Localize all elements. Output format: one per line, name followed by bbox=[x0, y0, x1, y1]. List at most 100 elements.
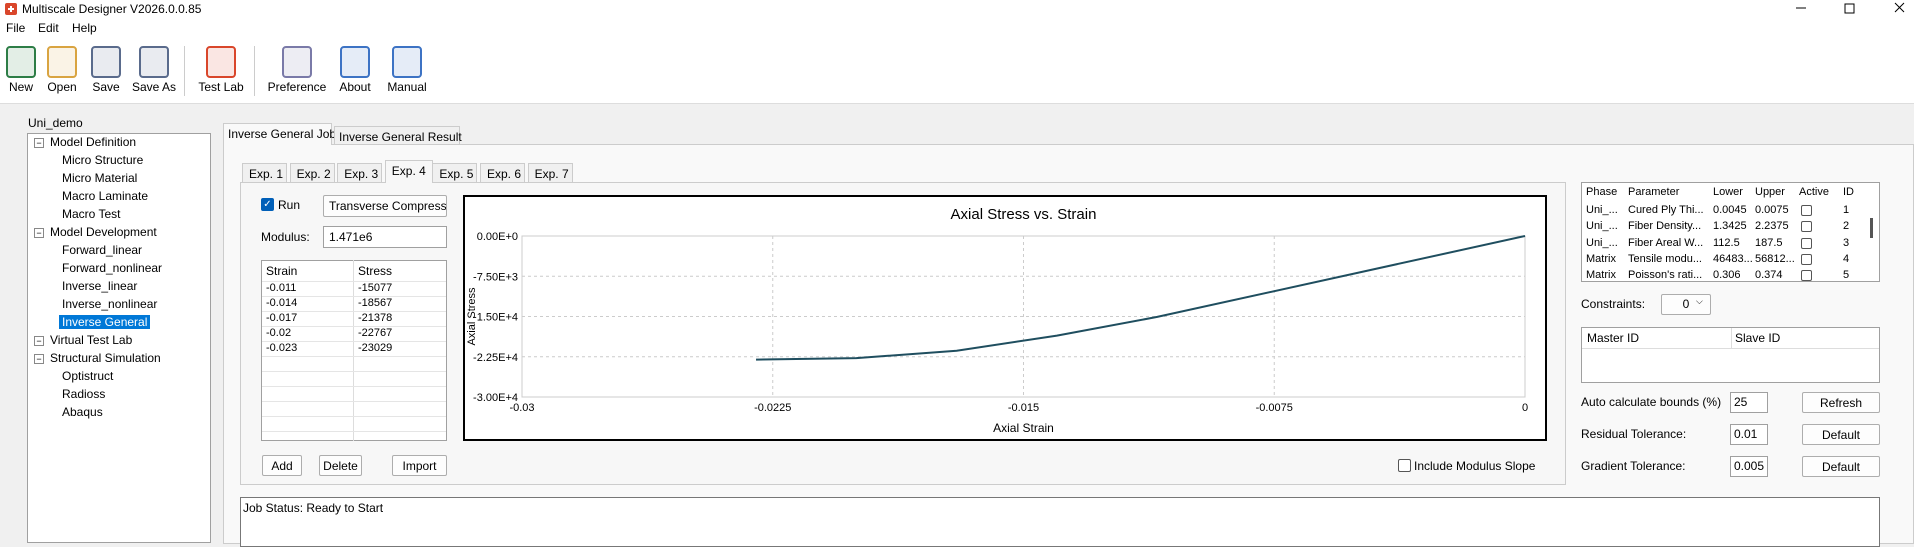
toolbar-label[interactable]: Save bbox=[92, 80, 120, 94]
param-cell[interactable]: 1.3425 bbox=[1713, 220, 1747, 233]
param-cell[interactable]: Poisson's rati... bbox=[1628, 269, 1703, 282]
param-cell[interactable]: Fiber Density... bbox=[1628, 220, 1702, 233]
param-cell[interactable]: 4 bbox=[1843, 252, 1850, 265]
param-cell[interactable]: 112.5 bbox=[1713, 236, 1740, 249]
toolbar-label[interactable]: New bbox=[8, 80, 33, 94]
window-controls[interactable] bbox=[1790, 0, 1914, 18]
param-cell[interactable]: 2.2375 bbox=[1755, 220, 1789, 233]
setting-button[interactable]: Default bbox=[1802, 424, 1880, 445]
data-table-cell[interactable]: -0.023 bbox=[266, 342, 298, 354]
tree-expander[interactable]: − bbox=[34, 354, 44, 364]
job-tab[interactable]: Inverse General Job bbox=[223, 123, 336, 145]
toolbar-icon[interactable] bbox=[282, 46, 312, 78]
tree-item[interactable]: Forward_linear bbox=[62, 243, 143, 257]
param-active[interactable] bbox=[1801, 237, 1812, 249]
toolbar-label[interactable]: Test Lab bbox=[198, 80, 244, 94]
button[interactable]: Add bbox=[262, 455, 302, 476]
param-cell[interactable]: Matrix bbox=[1586, 252, 1616, 265]
param-cell[interactable]: Uni_... bbox=[1586, 220, 1618, 233]
tree-group[interactable]: Structural Simulation bbox=[50, 351, 161, 365]
data-table-cell[interactable]: -23029 bbox=[358, 342, 393, 354]
toolbar-icon[interactable] bbox=[6, 46, 36, 78]
param-cell[interactable]: 3 bbox=[1843, 236, 1850, 249]
toolbar-label[interactable]: About bbox=[339, 80, 371, 94]
param-cell[interactable]: 187.5 bbox=[1755, 236, 1783, 249]
menu-item[interactable]: File bbox=[6, 21, 26, 35]
data-table-cell[interactable]: -0.011 bbox=[266, 282, 297, 294]
tree-group[interactable]: Model Definition bbox=[50, 135, 137, 149]
toolbar-label[interactable]: Preference bbox=[267, 80, 327, 94]
exp-tab[interactable]: Exp. 6 bbox=[480, 163, 525, 182]
param-active[interactable] bbox=[1801, 270, 1812, 282]
tree-expander[interactable]: − bbox=[34, 228, 44, 238]
param-active[interactable] bbox=[1801, 205, 1812, 216]
tree-item[interactable]: Macro Test bbox=[62, 207, 121, 221]
tree-item[interactable]: Inverse_nonlinear bbox=[62, 297, 158, 311]
exp-tab[interactable]: Exp. 1 bbox=[242, 163, 287, 182]
data-table-cell[interactable]: -15077 bbox=[358, 282, 393, 294]
tree-group[interactable]: Model Development bbox=[50, 225, 157, 239]
setting-input[interactable]: 0.01 bbox=[1730, 424, 1768, 445]
param-cell[interactable]: 46483... bbox=[1713, 252, 1753, 265]
toolbar-label[interactable]: Save As bbox=[131, 80, 177, 94]
toolbar-icon[interactable] bbox=[340, 46, 370, 78]
data-table-cell[interactable]: -22767 bbox=[358, 327, 393, 339]
toolbar-label[interactable]: Open bbox=[47, 80, 77, 94]
tree-group[interactable]: Virtual Test Lab bbox=[50, 333, 133, 347]
param-cell[interactable]: Uni_... bbox=[1586, 204, 1618, 216]
run-checkbox[interactable]: ✓ bbox=[261, 198, 274, 211]
tree-item[interactable]: Macro Laminate bbox=[62, 189, 149, 203]
data-table-cell[interactable]: -0.017 bbox=[266, 312, 298, 324]
tree-item[interactable]: Forward_nonlinear bbox=[62, 261, 163, 275]
toolbar-icon[interactable] bbox=[47, 46, 77, 78]
data-table-cell[interactable]: -0.014 bbox=[266, 297, 298, 309]
toolbar-icon[interactable] bbox=[139, 46, 169, 78]
toolbar-icon[interactable] bbox=[392, 46, 422, 78]
button[interactable]: Delete bbox=[319, 455, 362, 476]
toolbar-label[interactable]: Manual bbox=[387, 80, 427, 94]
setting-button[interactable]: Default bbox=[1802, 456, 1880, 477]
data-table-cell[interactable]: -21378 bbox=[358, 312, 393, 324]
toolbar-icon[interactable] bbox=[91, 46, 121, 78]
param-active[interactable] bbox=[1801, 221, 1812, 233]
menu-item[interactable]: Help bbox=[72, 21, 97, 35]
param-cell[interactable]: Cured Ply Thi... bbox=[1628, 204, 1704, 216]
tree-expander[interactable]: − bbox=[34, 336, 44, 346]
tree-expander[interactable]: − bbox=[34, 138, 44, 148]
setting-input[interactable]: 0.005 bbox=[1730, 456, 1768, 477]
setting-button[interactable]: Refresh bbox=[1802, 392, 1880, 413]
param-cell[interactable]: 0.0075 bbox=[1755, 204, 1789, 216]
setting-input[interactable]: 25 bbox=[1730, 392, 1768, 413]
param-cell[interactable]: Matrix bbox=[1586, 269, 1616, 282]
modulus-slope-label[interactable]: Include Modulus Slope bbox=[1414, 459, 1536, 473]
tree-item[interactable]: Inverse General bbox=[59, 315, 151, 329]
modulus-slope-checkbox[interactable] bbox=[1398, 459, 1411, 472]
param-cell[interactable]: Tensile modu... bbox=[1628, 252, 1702, 265]
tree-item[interactable]: Abaqus bbox=[62, 405, 103, 419]
tree-item[interactable]: Optistruct bbox=[62, 369, 114, 383]
param-cell[interactable]: Fiber Areal W... bbox=[1628, 236, 1704, 249]
modulus-input[interactable]: 1.471e6 bbox=[323, 226, 447, 248]
exp-tab[interactable]: Exp. 2 bbox=[289, 163, 335, 182]
exp-tab[interactable]: Exp. 3 bbox=[337, 163, 383, 182]
param-cell[interactable]: 0.0045 bbox=[1713, 204, 1747, 216]
menu-item[interactable]: Edit bbox=[38, 21, 59, 35]
toolbar-icon[interactable] bbox=[206, 46, 236, 78]
tree-item[interactable]: Micro Structure bbox=[62, 153, 144, 167]
param-cell[interactable]: 2 bbox=[1843, 220, 1850, 233]
exp-tab[interactable]: Exp. 7 bbox=[527, 163, 573, 182]
tree-item[interactable]: Micro Material bbox=[62, 171, 138, 185]
exp-tab[interactable]: Exp. 4 bbox=[384, 160, 433, 183]
param-cell[interactable]: Uni_... bbox=[1586, 236, 1618, 249]
test-type-combo[interactable]: Transverse Compressi bbox=[323, 195, 447, 217]
param-cell[interactable]: 56812... bbox=[1755, 252, 1795, 265]
tree-item[interactable]: Inverse_linear bbox=[62, 279, 138, 293]
data-table-cell[interactable]: -18567 bbox=[358, 297, 393, 309]
param-cell[interactable]: 0.306 bbox=[1713, 269, 1741, 282]
job-tab[interactable]: Inverse General Result bbox=[334, 126, 462, 144]
param-cell[interactable]: 1 bbox=[1843, 204, 1850, 216]
exp-tab[interactable]: Exp. 5 bbox=[432, 163, 478, 182]
tree-item[interactable]: Radioss bbox=[62, 387, 106, 401]
data-table-cell[interactable]: -0.02 bbox=[266, 327, 292, 339]
param-active[interactable] bbox=[1801, 253, 1812, 265]
